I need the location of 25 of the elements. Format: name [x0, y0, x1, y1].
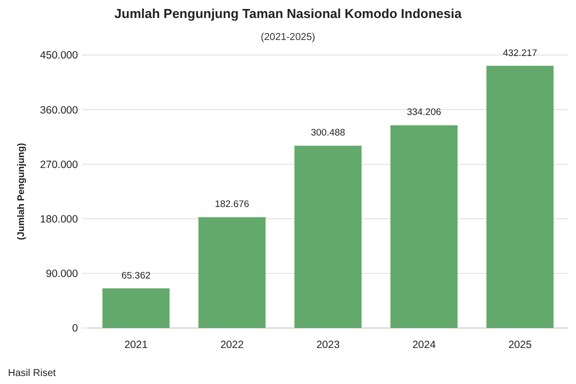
x-tick-label: 2023	[316, 339, 340, 351]
y-tick-label: 270.000	[40, 158, 78, 171]
x-tick-label: 2022	[220, 339, 244, 351]
bar	[294, 146, 362, 328]
x-tick-label: 2024	[412, 339, 436, 351]
chart-title: Jumlah Pengunjung Taman Nasional Komodo Indonesia	[114, 6, 462, 21]
y-axis-title: (Jumlah Pengunjung)	[16, 142, 27, 240]
data-label: 334.206	[406, 107, 442, 118]
y-tick-label: 90.000	[46, 268, 78, 280]
data-label: 182.676	[214, 199, 250, 210]
chart-subtitle: (2021-2025)	[260, 32, 316, 43]
y-tick-label: 0	[72, 322, 78, 335]
data-label: 300.488	[310, 128, 346, 139]
x-tick-label: 2021	[124, 339, 148, 351]
bar	[486, 66, 554, 328]
y-tick-label: 450.000	[40, 50, 78, 62]
y-tick-label: 360.000	[40, 104, 78, 116]
y-tick-label: 180.000	[40, 213, 78, 226]
bar	[390, 125, 458, 328]
text: Hasil Riset	[8, 368, 56, 379]
data-label: 65.362	[121, 270, 151, 282]
data-label: 432.217	[502, 48, 538, 59]
bar	[198, 217, 266, 328]
x-tick-label: 2025	[508, 339, 532, 351]
bar	[102, 288, 170, 328]
